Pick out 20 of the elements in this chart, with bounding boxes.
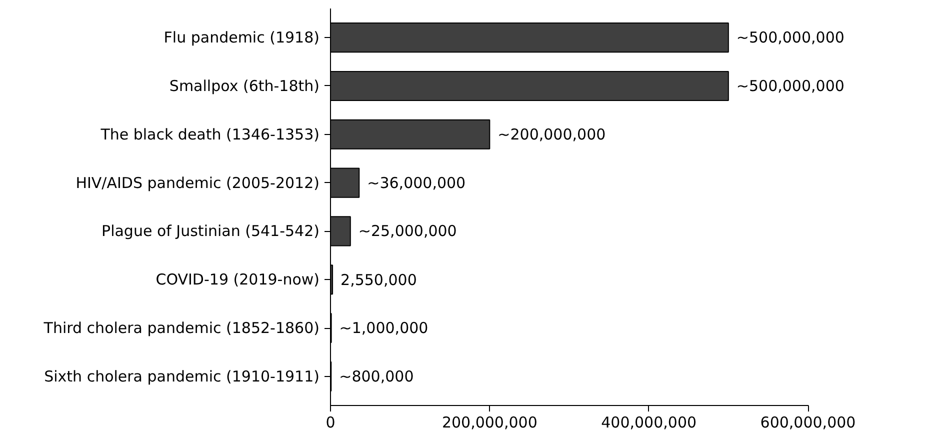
- data-label: ~500,000,000: [736, 28, 844, 47]
- data-label: 2,550,000: [340, 271, 417, 290]
- data-label: ~500,000,000: [736, 76, 844, 95]
- y-tick-label: HIV/AIDS pandemic (2005-2012): [76, 174, 320, 192]
- data-label: ~200,000,000: [498, 125, 606, 144]
- x-tick-label: 600,000,000: [760, 414, 856, 430]
- y-tick-label: Sixth cholera pandemic (1910-1911): [44, 367, 320, 386]
- y-tick-label: Plague of Justinian (541-542): [102, 222, 320, 240]
- y-tick-label: Flu pandemic (1918): [164, 28, 320, 47]
- x-tick-label: 0: [326, 414, 336, 430]
- data-label: ~1,000,000: [339, 319, 428, 338]
- x-tick-label: 200,000,000: [442, 414, 538, 430]
- data-label: ~36,000,000: [367, 174, 466, 192]
- x-tick-label: 400,000,000: [601, 414, 697, 430]
- y-tick-label: Third cholera pandemic (1852-1860): [42, 319, 320, 338]
- data-label: ~25,000,000: [358, 222, 457, 240]
- y-tick-label: Smallpox (6th-18th): [169, 76, 320, 95]
- y-tick-label: The black death (1346-1353): [100, 125, 320, 144]
- y-tick-label: COVID-19 (2019-now): [156, 270, 320, 289]
- data-label: ~800,000: [339, 367, 414, 386]
